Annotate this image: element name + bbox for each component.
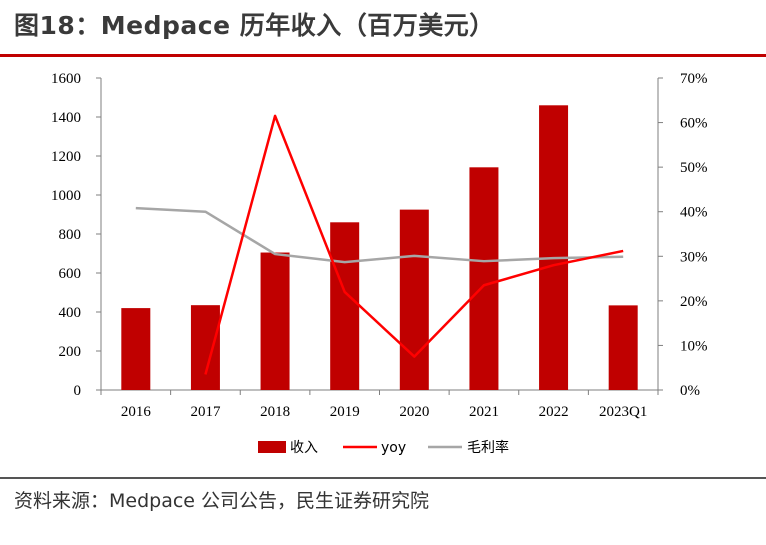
left-tick-label: 800 [59, 227, 82, 243]
legend-label-revenue: 收入 [290, 440, 318, 456]
revenue-bar [469, 167, 499, 390]
left-tick-label: 200 [59, 344, 82, 360]
x-tick-label: 2019 [330, 404, 360, 420]
left-tick-label: 1600 [51, 71, 81, 87]
x-tick-label: 2021 [469, 404, 499, 420]
title-rule [0, 54, 766, 57]
right-tick-label: 50% [680, 160, 708, 176]
left-tick-label: 1400 [51, 110, 81, 126]
right-tick-label: 20% [680, 294, 708, 310]
left-tick-label: 1200 [51, 149, 81, 165]
x-tick-label: 2020 [399, 404, 429, 420]
right-tick-label: 40% [680, 205, 708, 221]
revenue-bar [260, 252, 290, 390]
revenue-bar [190, 305, 220, 390]
legend-label-yoy: yoy [381, 440, 406, 456]
x-tick-label: 2022 [539, 404, 569, 420]
x-tick-label: 2016 [121, 404, 152, 420]
revenue-bar [539, 105, 569, 391]
x-tick-label: 2018 [260, 404, 290, 420]
right-tick-label: 30% [680, 249, 708, 265]
source-rule [0, 477, 766, 479]
right-tick-label: 70% [680, 71, 708, 87]
x-tick-label: 2017 [190, 404, 221, 420]
gross-margin-line [135, 206, 624, 264]
revenue-bar [608, 305, 638, 390]
yoy-line [204, 114, 624, 375]
left-tick-label: 1000 [51, 188, 81, 204]
left-tick-label: 400 [59, 305, 82, 321]
left-tick-label: 600 [59, 266, 82, 282]
revenue-bar [121, 308, 151, 390]
revenue-bar [330, 222, 360, 390]
left-tick-label: 0 [74, 383, 82, 399]
x-tick-label: 2023Q1 [599, 404, 647, 420]
right-tick-label: 10% [680, 338, 708, 354]
right-tick-label: 0% [680, 383, 700, 399]
source-note: 资料来源：Medpace 公司公告，民生证券研究院 [14, 490, 430, 512]
revenue-bar [399, 209, 429, 390]
right-tick-label: 60% [680, 116, 708, 132]
legend-label-margin: 毛利率 [467, 439, 509, 456]
chart-title: 图18：Medpace 历年收入（百万美元） [14, 11, 495, 40]
legend-swatch-revenue [258, 441, 286, 453]
